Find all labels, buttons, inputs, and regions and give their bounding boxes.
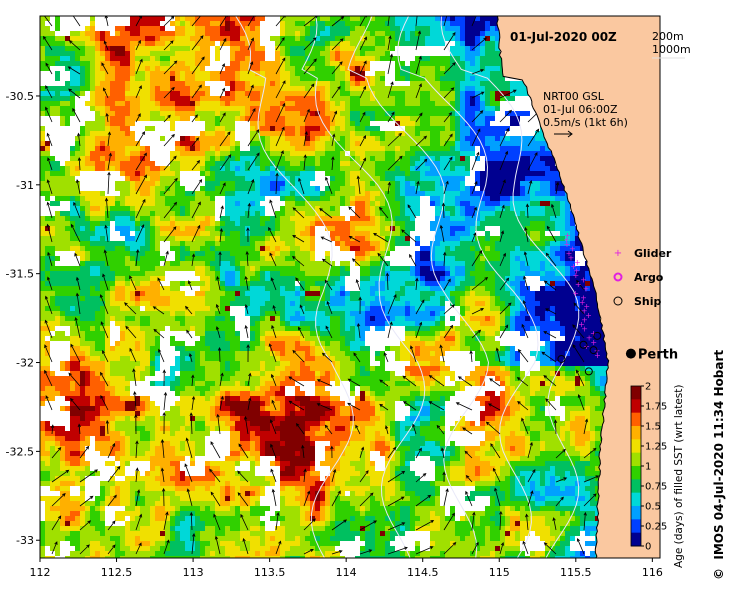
colorbar-swatch <box>631 452 641 467</box>
colorbar-ticks: 0 0.25 0.5 0.75 1 1.25 1.5 1.75 2 <box>641 382 667 553</box>
y-tick-label: -31.5 <box>6 268 34 281</box>
colorbar-tick-label: 0 <box>645 542 651 553</box>
argo-marker-icon <box>613 272 623 282</box>
platform-legend-label: Glider <box>634 247 672 260</box>
sst-age-cells <box>40 16 610 558</box>
map-frame <box>39 15 661 559</box>
colorbar-tick-label: 2 <box>645 382 651 393</box>
colorbar-tick-label: 0.75 <box>645 482 667 493</box>
y-axis: -30.5 -31 -31.5 -32 -32.5 -33 <box>6 90 40 547</box>
y-tick-label: -31 <box>16 179 34 192</box>
x-tick-label: 114 <box>336 566 357 579</box>
x-axis: 112 112.5 113 113.5 114 114.5 115 115.5 116 <box>30 558 663 579</box>
colorbar-swatch <box>631 399 641 414</box>
colorbar-swatch <box>631 426 641 440</box>
colorbar-tick-label: 1.25 <box>645 442 667 453</box>
credit-line: © IMOS 04-Jul-2020 11:34 Hobart <box>712 350 726 580</box>
platform-legend: + Glider Argo Ship <box>613 247 672 308</box>
depth-legend-200m: 200m <box>652 30 684 43</box>
colorbar-tick-label: 1.75 <box>645 402 667 413</box>
colorbar-title: Age (days) of filled SST (wrt latest) <box>673 385 685 568</box>
platform-legend-label: Ship <box>634 295 662 308</box>
current-legend-source: NRT00 GSL <box>543 90 605 103</box>
copyright-mark: © <box>712 568 726 580</box>
colorbar: 0 0.25 0.5 0.75 1 1.25 1.5 1.75 2 Age (days) of … <box>630 382 685 568</box>
colorbar-swatch <box>631 439 641 454</box>
x-tick-label: 112 <box>30 566 51 579</box>
platform-legend-label: Argo <box>634 271 664 284</box>
colorbar-swatch <box>631 479 641 494</box>
x-tick-label: 112.5 <box>101 566 133 579</box>
current-legend-time: 01-Jul 06:00Z <box>543 103 618 116</box>
colorbar-swatch <box>631 466 641 480</box>
glider-marker-icon: + <box>614 248 622 259</box>
colorbar-swatches <box>631 386 641 547</box>
y-tick-label: -30.5 <box>6 90 34 103</box>
colorbar-tick-label: 0.25 <box>645 522 667 533</box>
colorbar-swatch <box>631 506 641 520</box>
city-label: Perth <box>638 348 678 363</box>
x-tick-label: 116 <box>642 566 663 579</box>
x-tick-label: 113 <box>183 566 204 579</box>
x-tick-label: 115 <box>489 566 510 579</box>
x-tick-label: 114.5 <box>407 566 439 579</box>
platform-observations: ++++++ ++++ ++ ++ ++++++++ ++++ ++ <box>557 231 602 376</box>
current-legend-scale: 0.5m/s (1kt 6h) <box>543 116 628 129</box>
depth-legend-1000m: 1000m <box>652 43 691 56</box>
colorbar-swatch <box>631 519 641 534</box>
colorbar-swatch <box>631 386 641 400</box>
colorbar-tick-label: 1.5 <box>645 422 661 433</box>
colorbar-tick-label: 0.5 <box>645 502 661 513</box>
y-tick-label: -32.5 <box>6 445 34 458</box>
perth-marker: Perth <box>625 348 678 363</box>
x-tick-label: 113.5 <box>254 566 286 579</box>
y-tick-label: -33 <box>16 534 34 547</box>
colorbar-swatch <box>631 492 641 507</box>
colorbar-swatch <box>631 532 641 547</box>
x-tick-label: 115.5 <box>560 566 592 579</box>
depth-contours <box>235 16 580 558</box>
colorbar-swatch <box>631 412 641 427</box>
current-vectors <box>43 16 600 555</box>
y-tick-label: -32 <box>16 357 34 370</box>
colorbar-tick-label: 1 <box>645 462 651 473</box>
land-mass <box>496 16 660 558</box>
credit-text: IMOS 04-Jul-2020 11:34 Hobart <box>712 349 726 560</box>
current-scale-arrow-icon <box>554 130 573 138</box>
ship-marker-icon <box>613 296 623 306</box>
map-title: 01-Jul-2020 00Z <box>510 30 617 44</box>
